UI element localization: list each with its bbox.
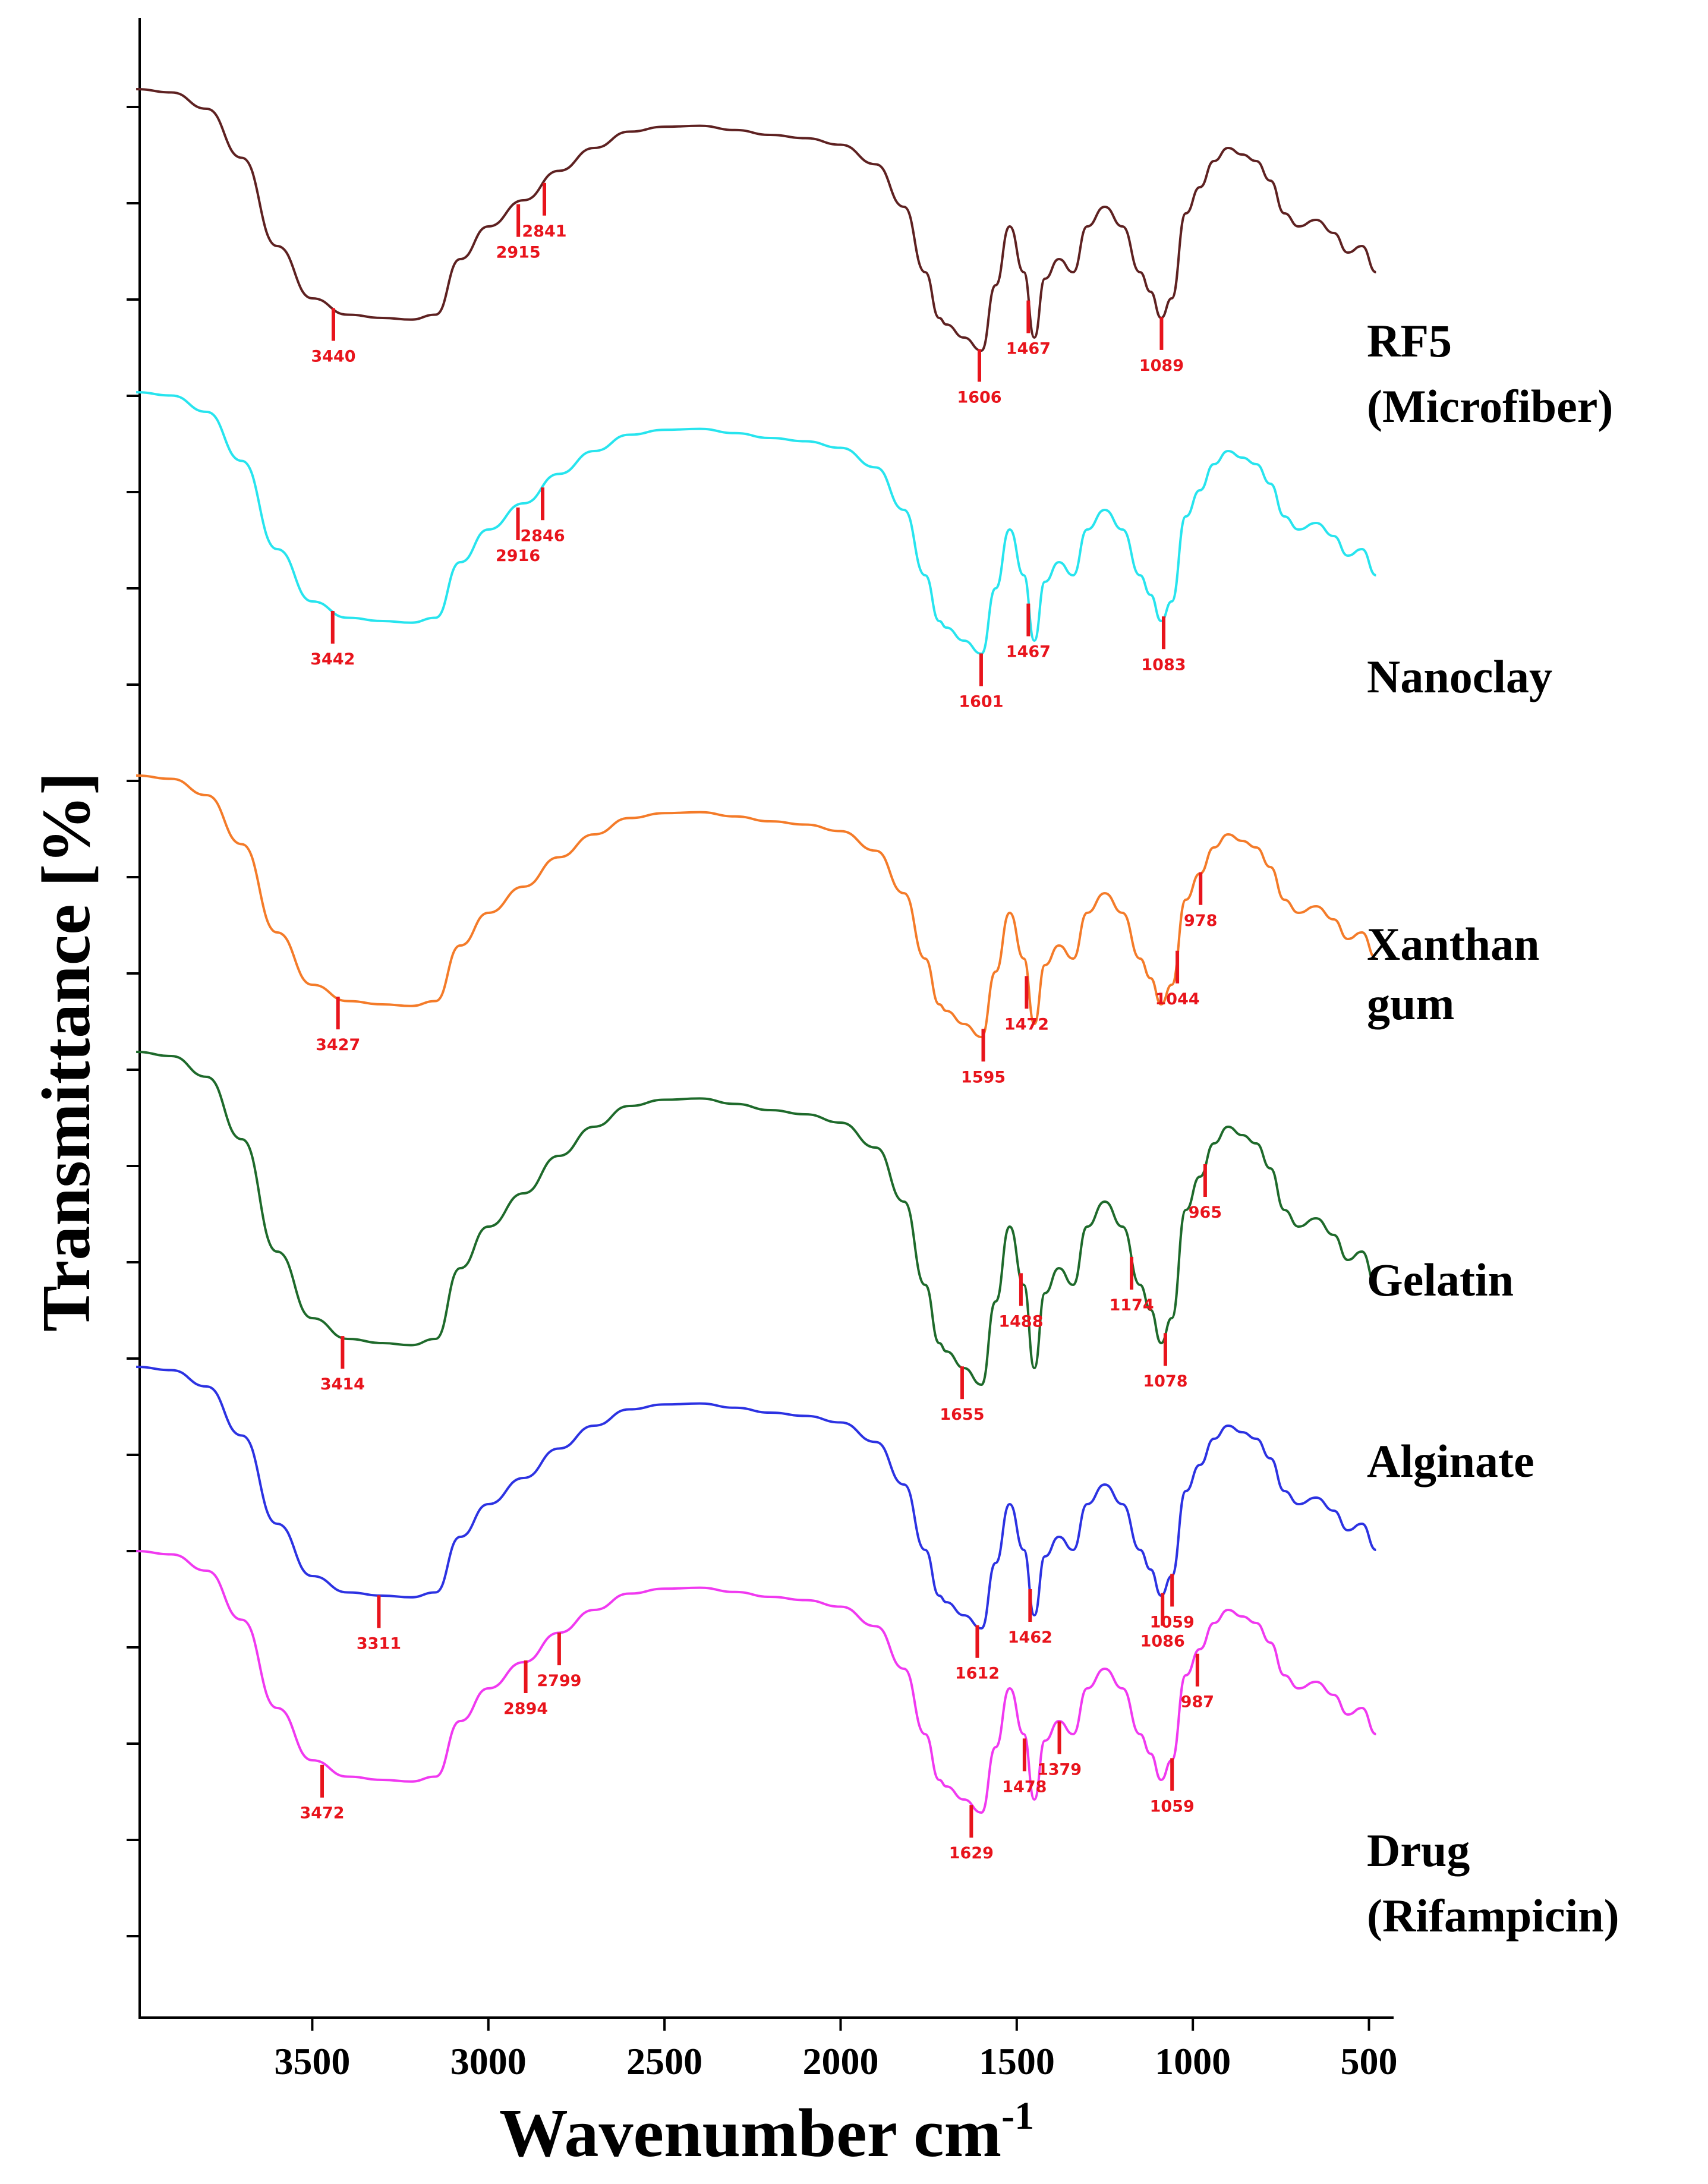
series-label: Alginate	[1367, 1435, 1534, 1487]
peak-label: 3414	[320, 1375, 365, 1394]
peak-label: 2841	[522, 222, 566, 241]
series-label: RF5	[1367, 315, 1452, 367]
series-labels: RF5 (Microfiber) Nanoclay Xanthan gum Gelatin…	[1367, 315, 1619, 1942]
spectrum-line	[136, 1366, 1377, 1630]
peak-label: 1467	[1006, 643, 1051, 661]
peak-label: 987	[1181, 1693, 1214, 1712]
peak-label: 978	[1184, 912, 1217, 930]
series-label: (Microfiber)	[1367, 380, 1613, 432]
peak-label: 1086	[1140, 1633, 1185, 1651]
peak-label: 1089	[1139, 357, 1184, 375]
x-tick-label: 3000	[450, 2040, 527, 2082]
peak-label: 1601	[959, 693, 1003, 711]
peak-label: 2894	[503, 1700, 548, 1718]
peak-label: 2915	[496, 244, 541, 262]
peak-label: 1044	[1155, 990, 1200, 1009]
peak-label: 1083	[1141, 655, 1186, 674]
peak-label: 1462	[1008, 1628, 1052, 1647]
peak-label: 1488	[998, 1312, 1043, 1331]
peak-label: 3472	[300, 1804, 344, 1823]
spectrum-line	[136, 1550, 1377, 1814]
spectrum-line	[136, 88, 1377, 352]
series-label: Xanthan	[1367, 918, 1539, 970]
x-axis-title: Wavenumber cm-1	[499, 2094, 1034, 2172]
peak-label: 3440	[311, 348, 355, 366]
peak-label: 1059	[1150, 1797, 1195, 1816]
x-tick-label: 1000	[1155, 2040, 1231, 2082]
series-label: gum	[1367, 978, 1454, 1029]
series-label: (Rifampicin)	[1367, 1890, 1619, 1942]
x-tick-label: 2500	[626, 2040, 702, 2082]
x-tick-label: 1500	[979, 2040, 1055, 2082]
spectrum-line	[136, 774, 1377, 1038]
peak-label: 1379	[1037, 1761, 1082, 1779]
spectrum-line	[136, 391, 1377, 655]
peak-label: 2916	[496, 547, 540, 565]
peak-label: 3442	[310, 650, 355, 669]
peak-label: 1467	[1006, 340, 1051, 358]
peak-label: 965	[1189, 1203, 1222, 1222]
peak-label: 2799	[537, 1672, 581, 1690]
peak-label: 3311	[357, 1634, 401, 1653]
peak-label: 1478	[1002, 1778, 1047, 1796]
peak-label: 1078	[1143, 1372, 1187, 1391]
peak-label: 1472	[1004, 1015, 1049, 1033]
series-label: Gelatin	[1367, 1254, 1514, 1306]
peak-label: 1655	[940, 1405, 984, 1424]
x-tick-label: 3500	[274, 2040, 350, 2082]
peak-label: 1606	[957, 388, 1001, 406]
x-tick-label: 2000	[802, 2040, 878, 2082]
peak-label: 3427	[316, 1036, 360, 1054]
y-axis-ticks	[127, 106, 140, 1937]
peak-markers: 3440 2915 2841 1606 1467 1089 3442 2916 2846 1601…	[300, 182, 1222, 1862]
peak-label: 1174	[1109, 1296, 1154, 1315]
series-label: Nanoclay	[1367, 651, 1552, 702]
peak-label: 1612	[955, 1665, 1000, 1683]
peak-label: 1059	[1150, 1613, 1195, 1631]
x-axis-ticks: 3500 3000 2500 2000 1500 1000 500	[274, 2018, 1398, 2082]
peak-label: 1595	[961, 1068, 1006, 1086]
series-label: Drug	[1367, 1824, 1470, 1876]
peak-label: 2846	[520, 527, 565, 545]
x-tick-label: 500	[1341, 2040, 1398, 2082]
peak-label: 1629	[949, 1844, 994, 1862]
y-axis-title: Transmittance [%]	[29, 772, 105, 1332]
